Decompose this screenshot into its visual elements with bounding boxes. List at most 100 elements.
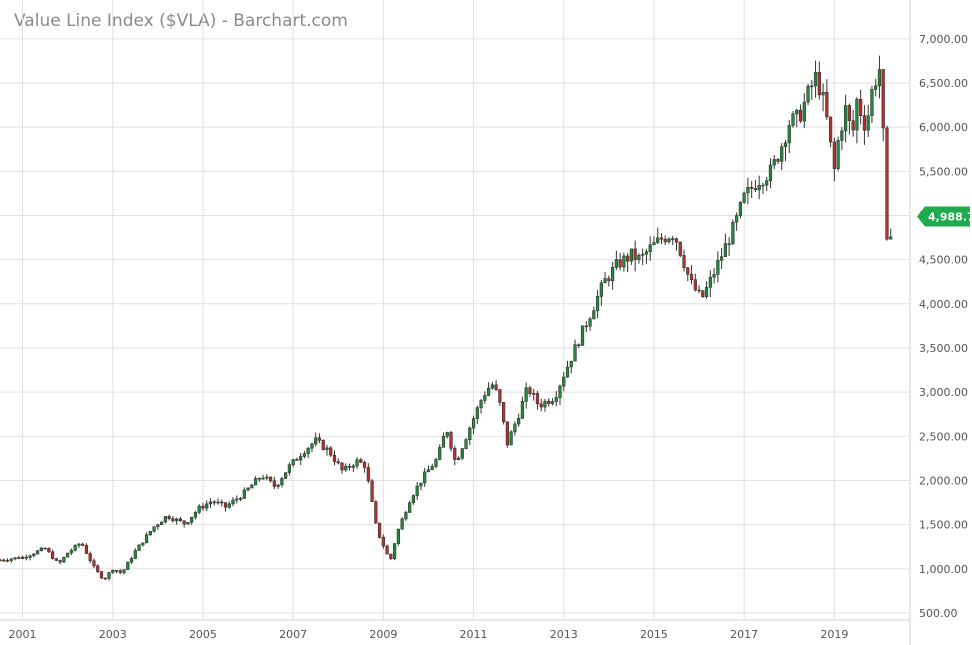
candle-down [96,564,100,573]
candle-up [652,236,656,246]
candle-up [844,94,848,143]
candle-up [704,281,709,299]
candle-body [881,69,885,129]
candle-up [111,569,115,574]
candle-down [817,61,821,100]
candle-up [159,521,164,525]
candle-up [656,227,660,244]
candle-down [626,252,630,273]
candle-body [51,551,55,560]
candle-up [284,472,288,479]
candle-down [81,542,85,547]
candle-down [798,104,803,123]
candle-body [716,260,720,275]
candle-up [280,476,284,488]
candle-up [742,191,746,204]
candle-up [314,432,318,447]
candle-body [547,400,551,404]
last-price-badge [917,206,970,227]
candle-body [314,437,318,445]
candle-up [276,484,280,489]
candle-down [99,570,104,579]
x-tick-label: 2015 [640,628,668,641]
candle-down [223,502,228,512]
candle-body [2,559,6,562]
candle-body [689,273,694,280]
candle-body [186,522,190,525]
candle-body [385,545,389,555]
candle-down [832,137,836,182]
candle-up [122,569,126,575]
candle-up [306,447,310,459]
candle-body [539,403,543,408]
candle-down [362,460,367,473]
candle-body [0,559,2,562]
candle-down [528,385,532,397]
candle-body [761,184,765,187]
candle-body [719,256,724,261]
candle-body [562,376,566,387]
candle-body [325,447,329,450]
candle-up [156,523,160,530]
candle-body [411,495,416,504]
candle-up [246,487,250,492]
candle-body [62,556,66,563]
candle-body [415,485,419,496]
candle-up [475,405,479,424]
y-tick-label: 3,000.00 [919,386,968,399]
candle-up [592,306,596,320]
candle-down [114,569,119,574]
candle-down [374,500,378,524]
candle-up [148,530,152,536]
candle-down [92,558,96,569]
candle-body [532,393,536,395]
candle-down [167,514,171,521]
candle-body [92,560,96,567]
candle-up [242,487,246,500]
candle-up [152,526,156,533]
candle-body [404,512,408,520]
candle-body [862,115,867,131]
candle-body [216,501,220,504]
candle-body [573,344,577,362]
candle-body [851,120,855,131]
candle-body [182,520,186,525]
candle-down [584,321,588,333]
candle-down [0,558,2,562]
candle-up [806,83,810,106]
candle-up [441,432,446,448]
candle-body [686,267,690,275]
candle-up [129,556,134,565]
candle-up [193,510,198,520]
candle-up [595,290,600,318]
y-tick-label: 6,000.00 [919,121,968,134]
candle-up [468,426,472,445]
candle-body [441,436,446,448]
candle-up [175,517,179,525]
candle-down [449,430,453,452]
candle-body [178,518,183,522]
candle-up [599,279,603,306]
candle-up [486,382,491,397]
candle-body [430,466,434,470]
candle-up [667,237,671,244]
candle-body [287,464,292,473]
candle-body [246,487,250,491]
candle-body [39,547,43,552]
candle-down [750,181,754,198]
candle-body [133,550,137,559]
candle-body [813,71,818,87]
candle-down [847,103,851,135]
candle-up [580,325,585,346]
candle-up [393,542,397,561]
candle-up [746,177,750,205]
y-tick-label: 1,000.00 [919,563,968,576]
candle-up [133,548,137,560]
candle-up [471,415,476,435]
candle-down [686,266,690,282]
candle-body [58,560,62,563]
candle-body [280,478,284,486]
candle-down [885,125,889,241]
candle-up [141,542,145,547]
candle-body [806,85,810,103]
